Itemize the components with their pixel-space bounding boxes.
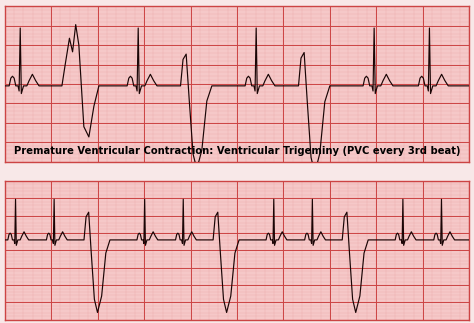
Text: Premature Ventricular Contraction: Ventricular Trigeminy (PVC every 3rd beat): Premature Ventricular Contraction: Ventr… xyxy=(14,146,460,156)
